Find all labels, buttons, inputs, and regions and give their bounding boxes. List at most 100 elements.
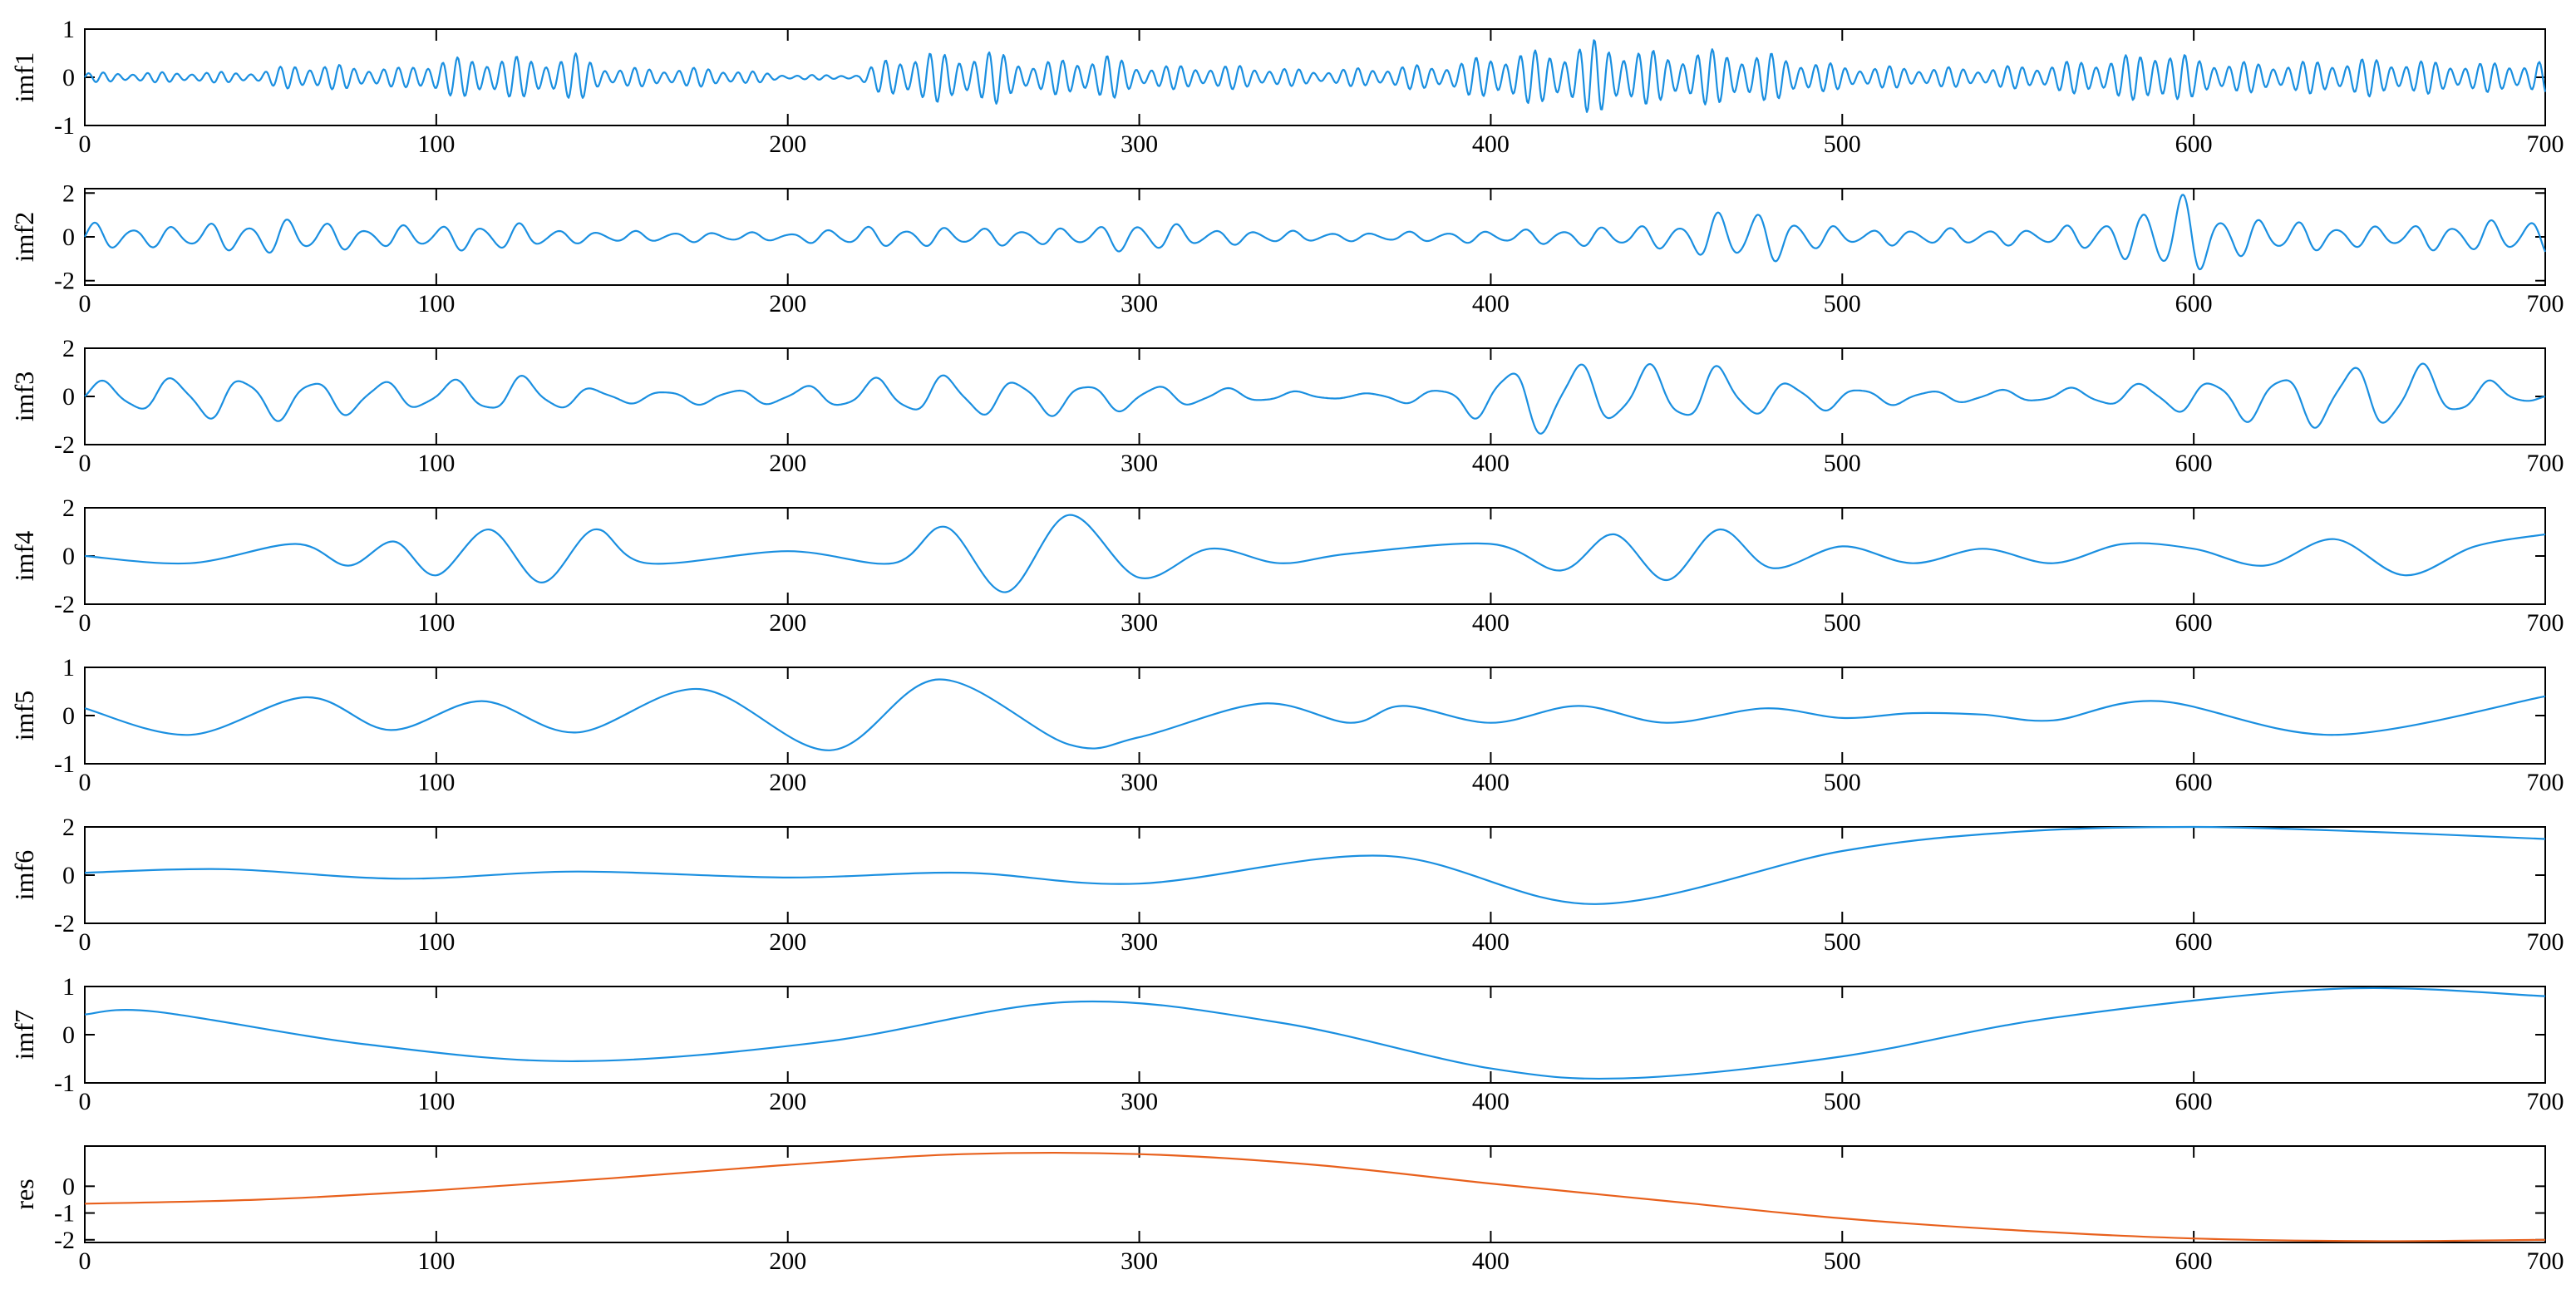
panel-imf6-series-line	[84, 825, 2546, 905]
panel-imf4-axes-box	[84, 507, 2546, 605]
panel-res-xtick-label: 700	[2527, 1247, 2564, 1275]
panel-imf1-ytick-label: 0	[62, 64, 75, 91]
panel-imf7-xtick-label: 200	[769, 1088, 806, 1115]
panel-imf5-axes-box	[84, 667, 2546, 765]
panel-imf4-xtick-label: 0	[79, 609, 91, 637]
panel-imf5-xtick-label: 400	[1472, 769, 1510, 796]
panel-imf1-xtick-label: 300	[1121, 130, 1158, 158]
panel-imf2-xtick-label: 700	[2527, 290, 2564, 317]
panel-imf3-series-line	[84, 362, 2546, 435]
panel-imf3-xtick-label: 700	[2527, 450, 2564, 477]
panel-imf2-xtick-label: 300	[1121, 290, 1158, 317]
panel-imf5-series-line	[84, 678, 2546, 751]
panel-imf7-xtick-label: 700	[2527, 1088, 2564, 1115]
panel-imf4-xtick-label: 500	[1824, 609, 1861, 637]
panel-imf4-xtick-label: 100	[417, 609, 455, 637]
panel-imf2-series-line	[84, 194, 2547, 271]
panel-imf6-axes-box	[84, 826, 2546, 924]
panel-imf4-xtick-label: 200	[769, 609, 806, 637]
panel-imf7-xtick-label: 600	[2175, 1088, 2213, 1115]
panel-imf7-xtick-label: 300	[1121, 1088, 1158, 1115]
panel-imf5-xtick-label: 100	[417, 769, 455, 796]
panel-imf2-xtick-label: 0	[79, 290, 91, 317]
panel-res-ytick-label: -1	[54, 1200, 75, 1228]
panel-imf5-ytick-label: -1	[54, 750, 75, 778]
panel-imf5-xtick-label: 300	[1121, 769, 1158, 796]
panel-imf4-series-line	[84, 514, 2546, 593]
panel-imf2-ytick-label: 2	[62, 180, 75, 207]
panel-res-ytick-label: -2	[54, 1227, 75, 1254]
panel-imf3-xtick-label: 300	[1121, 450, 1158, 477]
panel-res-ylabel: res	[9, 1178, 39, 1209]
panel-imf7-xtick-label: 0	[79, 1088, 91, 1115]
panel-imf5-xtick-label: 600	[2175, 769, 2213, 796]
panel-imf7-xtick-label: 500	[1824, 1088, 1861, 1115]
panel-imf3-ytick-label: 2	[62, 335, 75, 362]
panel-imf6-xtick-label: 200	[769, 928, 806, 956]
panel-imf4-xtick-label: 600	[2175, 609, 2213, 637]
panel-imf6-xtick-label: 700	[2527, 928, 2564, 956]
panel-imf4-ylabel: imf4	[9, 531, 39, 581]
panel-imf5-xtick-label: 500	[1824, 769, 1861, 796]
panel-imf4-ytick-label: 2	[62, 494, 75, 522]
panel-imf4-xtick-label: 300	[1121, 609, 1158, 637]
panel-imf6-ytick-label: -2	[54, 910, 75, 937]
panel-imf2-ytick-label: -2	[54, 268, 75, 295]
panel-imf1-xtick-label: 100	[417, 130, 455, 158]
panel-imf5-xtick-label: 700	[2527, 769, 2564, 796]
panel-imf7-axes-box	[84, 986, 2546, 1084]
panel-imf7-ytick-label: 0	[62, 1021, 75, 1049]
panel-imf3-xtick-label: 0	[79, 450, 91, 477]
panel-imf2-xtick-label: 100	[417, 290, 455, 317]
panel-imf3-xtick-label: 500	[1824, 450, 1861, 477]
panel-imf6-ytick-label: 0	[62, 862, 75, 889]
panel-imf1-xtick-label: 200	[769, 130, 806, 158]
panel-imf4-xtick-label: 700	[2527, 609, 2564, 637]
panel-imf3-xtick-label: 400	[1472, 450, 1510, 477]
panel-imf4-xtick-label: 400	[1472, 609, 1510, 637]
panel-imf5-ytick-label: 1	[62, 654, 75, 681]
panel-imf7-series-line	[84, 986, 2546, 1080]
panel-imf6-xtick-label: 500	[1824, 928, 1861, 956]
panel-res-ytick-label: 0	[62, 1173, 75, 1200]
panel-res-xtick-label: 0	[79, 1247, 91, 1275]
panel-imf3-xtick-label: 100	[417, 450, 455, 477]
panel-imf3-ytick-label: -2	[54, 431, 75, 459]
panel-imf7-ytick-label: 1	[62, 973, 75, 1001]
panel-imf1-xtick-label: 0	[79, 130, 91, 158]
panel-imf6-xtick-label: 100	[417, 928, 455, 956]
panel-imf2-xtick-label: 400	[1472, 290, 1510, 317]
panel-imf1-ylabel: imf1	[9, 52, 39, 102]
panel-imf6-xtick-label: 400	[1472, 928, 1510, 956]
panel-res-xtick-label: 400	[1472, 1247, 1510, 1275]
panel-imf1-series-line	[84, 39, 2547, 113]
panel-imf5-xtick-label: 0	[79, 769, 91, 796]
panel-imf2-axes-box	[84, 188, 2546, 286]
panel-imf2-ytick-label: 0	[62, 224, 75, 251]
panel-imf7-ytick-label: -1	[54, 1070, 75, 1097]
panel-imf7-xtick-label: 400	[1472, 1088, 1510, 1115]
panel-imf5-ylabel: imf5	[9, 691, 39, 740]
panel-imf6-xtick-label: 0	[79, 928, 91, 956]
panel-imf1-xtick-label: 400	[1472, 130, 1510, 158]
panel-imf3-xtick-label: 200	[769, 450, 806, 477]
panel-imf4-ytick-label: 0	[62, 543, 75, 570]
panel-imf3-xtick-label: 600	[2175, 450, 2213, 477]
panel-imf7-xtick-label: 100	[417, 1088, 455, 1115]
panel-imf7-ylabel: imf7	[9, 1010, 39, 1060]
panel-imf5-ytick-label: 0	[62, 702, 75, 730]
panel-imf3-ylabel: imf3	[9, 371, 39, 421]
panel-res-series-line	[84, 1151, 2546, 1242]
panel-imf2-xtick-label: 600	[2175, 290, 2213, 317]
panel-imf1-xtick-label: 500	[1824, 130, 1861, 158]
panel-imf6-ytick-label: 2	[62, 814, 75, 841]
panel-imf4-ytick-label: -2	[54, 591, 75, 618]
panel-imf2-ylabel: imf2	[9, 212, 39, 262]
panel-res-xtick-label: 300	[1121, 1247, 1158, 1275]
panel-imf1-xtick-label: 600	[2175, 130, 2213, 158]
panel-imf5-xtick-label: 200	[769, 769, 806, 796]
panel-imf1-xtick-label: 700	[2527, 130, 2564, 158]
panel-res-xtick-label: 200	[769, 1247, 806, 1275]
panel-imf6-ylabel: imf6	[9, 850, 39, 900]
